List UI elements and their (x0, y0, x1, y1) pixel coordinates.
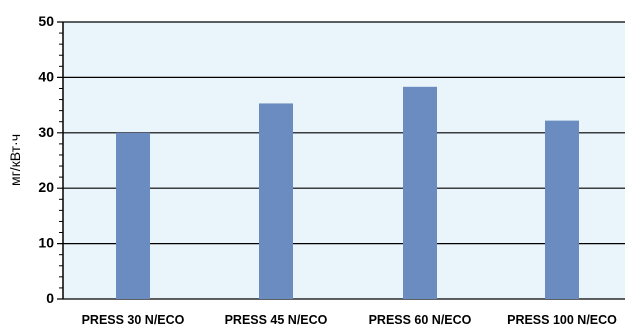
y-tick-label: 40 (38, 68, 54, 84)
category-labels: PRESS 30 N/ECO PRESS 45 N/ECO PRESS 60 N/E… (82, 313, 618, 327)
category-label: PRESS 100 N/ECO (507, 313, 617, 327)
category-label: PRESS 45 N/ECO (225, 313, 328, 327)
y-tick-label: 0 (46, 290, 54, 306)
bar (259, 103, 293, 299)
y-tick-label: 20 (38, 179, 54, 195)
bar (403, 86, 437, 300)
y-axis-label: мг/кВт·ч (7, 134, 23, 186)
y-tick-label: 10 (38, 235, 54, 251)
category-label: PRESS 60 N/ECO (369, 313, 472, 327)
y-tick-label: 30 (38, 124, 54, 140)
bars (116, 86, 579, 300)
grid-lines (57, 21, 625, 300)
category-label: PRESS 30 N/ECO (82, 313, 185, 327)
y-tick-labels: 0 10 20 30 40 50 (38, 13, 54, 306)
bar (116, 132, 150, 299)
plot-area (63, 22, 625, 299)
y-tick-label: 50 (38, 13, 54, 29)
bar (545, 120, 579, 299)
